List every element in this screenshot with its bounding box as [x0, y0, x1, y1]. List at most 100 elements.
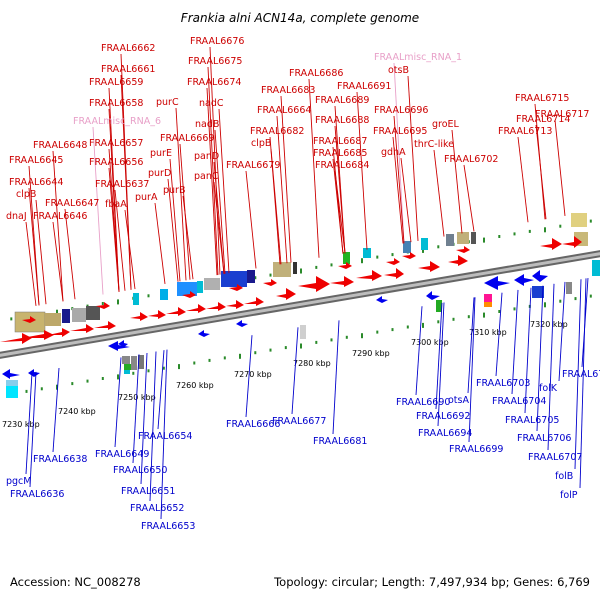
ring-dot [300, 268, 302, 274]
gene-label: FRAAL6707 [528, 452, 582, 463]
ring-dot [559, 224, 562, 228]
leader-line [276, 115, 288, 264]
label-leaders [25, 46, 589, 520]
leader-line [332, 320, 340, 435]
ring-dot [193, 361, 196, 365]
leader-line [574, 279, 582, 470]
ring-dot [361, 333, 363, 339]
gene-label: folP [560, 490, 578, 501]
leader-line [407, 75, 419, 241]
tick-label: 7290 kbp [352, 349, 390, 358]
ring-dot [330, 263, 333, 267]
ring-dot [422, 247, 424, 253]
ring-dot [147, 369, 150, 373]
leader-line [108, 167, 120, 292]
ring-dot [391, 328, 394, 332]
gene-label: clpB [251, 138, 271, 149]
ring-dot [132, 371, 135, 375]
ring-dot [589, 294, 592, 298]
gene-label: FRAAL6662 [101, 43, 155, 54]
leader-line [52, 150, 64, 302]
leader-line [393, 62, 405, 244]
ring-dot [101, 377, 104, 380]
leader-line [558, 281, 566, 382]
gene-label: purE [150, 148, 172, 159]
ring-dot [513, 232, 516, 236]
leader-line [28, 187, 40, 306]
ring-dot [25, 389, 28, 393]
ring-dot [574, 297, 577, 301]
gene-label: FRAAL6648 [33, 140, 87, 151]
ring-dot [269, 348, 272, 352]
gene-label: FRAAL6669 [160, 133, 214, 144]
tick-label: 7260 kbp [176, 381, 214, 390]
leader-line [392, 136, 404, 244]
ring-dot [101, 302, 104, 305]
leader-line [149, 351, 157, 502]
ring-dot [544, 227, 546, 233]
leader-line [433, 149, 445, 237]
gene-label: FRAAL6706 [517, 433, 571, 444]
map-title: Frankia alni ACN14a, complete genome [181, 11, 419, 25]
gene-label: FRAAL6702 [444, 154, 498, 165]
ring-dot [56, 309, 58, 315]
ring-dot [345, 335, 348, 339]
ring-dot [208, 358, 211, 362]
tick-label: 7230 kbp [2, 420, 40, 429]
leader-line [214, 129, 226, 274]
rna-label: FRAALmisc_RNA_6 [73, 116, 161, 127]
gene-label: FRAAL6705 [505, 415, 559, 426]
leader-line [52, 367, 60, 453]
gene-label: FRAAL6637 [95, 179, 149, 190]
leader-line [92, 126, 104, 295]
leader-line [451, 129, 463, 234]
tick-label: 7310 kbp [469, 328, 507, 337]
ring-dot [162, 366, 165, 370]
ring-dot [300, 343, 302, 349]
leader-line [332, 158, 344, 254]
leader-line [140, 352, 148, 485]
leader-line [435, 302, 443, 410]
gene-label: FRAAL6658 [89, 98, 143, 109]
gene-label: FRAAL6647 [45, 198, 99, 209]
leader-line [334, 125, 346, 254]
ring-dot [315, 340, 318, 344]
ring-dot [483, 312, 485, 318]
leader-line [245, 170, 257, 269]
gene-label: FRAAL6688 [315, 115, 369, 126]
leader-line [245, 335, 253, 418]
leader-line [356, 91, 368, 250]
gene-label: FRAAL6703 [476, 378, 530, 389]
ring-dot [117, 374, 119, 380]
ring-dot [178, 364, 180, 370]
leader-line [511, 289, 519, 395]
ring-dot [254, 351, 257, 355]
leader-line [579, 278, 587, 489]
gene-label: FRAAL6649 [95, 449, 149, 460]
ring-dot [117, 299, 119, 305]
ring-dot [254, 276, 257, 280]
leader-line [536, 285, 544, 432]
gene-label: FRAAL6704 [492, 396, 546, 407]
tick-label: 7320 kbp [530, 320, 568, 329]
ring-dot [498, 310, 501, 313]
genome-backbone [0, 250, 600, 359]
gene-label: FRAAL6715 [515, 93, 569, 104]
gene-label: purB [163, 185, 185, 196]
ring-dot [315, 265, 318, 269]
gene-label: FRAAL6687 [313, 136, 367, 147]
leader-line [114, 357, 122, 448]
ring-dot [361, 258, 363, 264]
gene-label: FRAAL6713 [498, 126, 552, 137]
leader-line [29, 371, 37, 488]
ring-dot [452, 317, 455, 321]
reverse-labels: FRAAL6638 pgcM FRAAL6636 FRAAL6654 FRAAL… [6, 369, 600, 532]
gene-label: FRAAL6664 [257, 105, 311, 116]
gene-label: nadC [199, 98, 224, 109]
ring-dot [147, 294, 150, 298]
tick-label: 7240 kbp [58, 407, 96, 416]
ring-dot [483, 237, 485, 243]
gene-label: folK [539, 383, 558, 394]
gene-label: FRAAL6685 [313, 148, 367, 159]
ring-dot [71, 382, 74, 386]
